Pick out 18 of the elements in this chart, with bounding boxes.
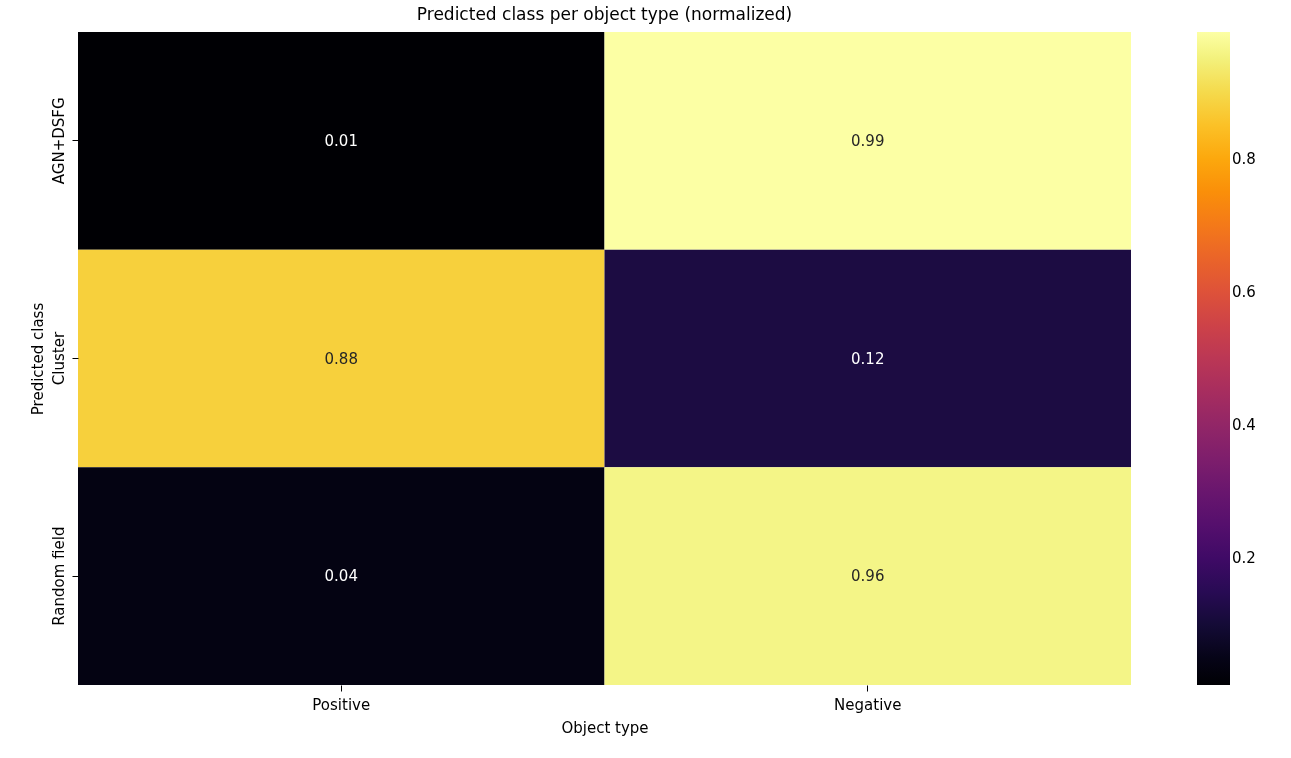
color-bar-label: 0.2: [1232, 549, 1256, 568]
data-label: 0.88: [324, 349, 358, 368]
data-label: 0.01: [324, 131, 358, 150]
y-tick-label: Random field: [49, 526, 68, 626]
y-tick-label: Cluster: [49, 331, 68, 386]
y-axis-title: Predicted class: [28, 302, 47, 416]
data-label: 0.99: [851, 131, 885, 150]
y-tick-label: AGN+DSFG: [49, 97, 68, 185]
color-bar-label: 0.6: [1232, 282, 1256, 301]
x-tick-label: Negative: [834, 695, 902, 714]
x-axis-title: Object type: [561, 718, 649, 737]
data-label: 0.96: [851, 567, 885, 586]
data-label: 0.04: [324, 567, 358, 586]
chart-title: Predicted class per object type (normalized): [416, 4, 793, 24]
data-label: 0.12: [851, 349, 885, 368]
x-tick-label: Positive: [312, 695, 371, 714]
color-bar-label: 0.8: [1232, 149, 1256, 168]
color-bar-label: 0.4: [1232, 416, 1256, 435]
